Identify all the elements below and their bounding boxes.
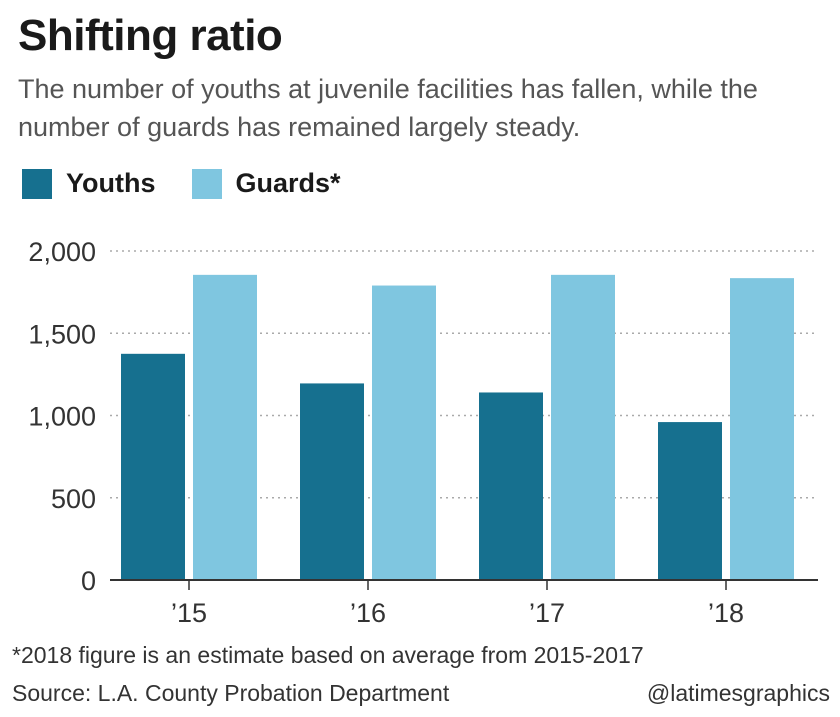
y-tick-label: 1,000 <box>28 402 96 432</box>
y-tick-label: 500 <box>51 484 96 514</box>
credit-line: @latimesgraphics <box>646 680 830 706</box>
source-line: Source: L.A. County Probation Department <box>12 680 450 706</box>
y-tick-label: 2,000 <box>28 237 96 267</box>
bar-guards <box>372 285 436 580</box>
legend-item-guards: Guards* <box>191 168 341 199</box>
x-tick-label: ’16 <box>350 598 386 628</box>
x-tick-label: ’18 <box>708 598 744 628</box>
bar-youths <box>479 392 543 580</box>
legend-swatch-youths <box>22 168 52 199</box>
bar-chart: 0 500 1,000 1,500 2,000 ’15 ’16 ’17 ’18 <box>28 237 818 628</box>
chart-subtitle: The number of youths at juvenile facilit… <box>18 74 758 142</box>
y-tick-label: 0 <box>81 566 96 596</box>
legend-label-guards: Guards* <box>235 168 341 198</box>
legend-swatch-guards <box>191 168 222 199</box>
y-tick-label: 1,500 <box>28 319 96 349</box>
footnote: *2018 figure is an estimate based on ave… <box>12 642 644 668</box>
legend: Youths Guards* <box>22 168 377 199</box>
bar-guards <box>551 274 615 580</box>
bar-youths <box>300 383 364 580</box>
bar-guards <box>730 278 794 580</box>
x-tick-label: ’15 <box>171 598 207 628</box>
chart-title: Shifting ratio <box>18 11 283 60</box>
bar-youths <box>658 422 722 580</box>
bar-guards <box>193 274 257 580</box>
bar-youths <box>121 353 185 580</box>
x-tick-label: ’17 <box>529 598 565 628</box>
legend-label-youths: Youths <box>66 168 156 198</box>
legend-item-youths: Youths <box>22 168 156 199</box>
